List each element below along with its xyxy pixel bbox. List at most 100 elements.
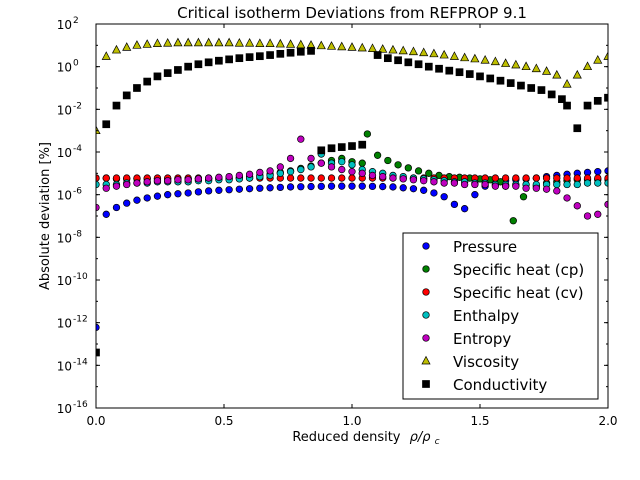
x-axis-label-math: ρ/ρ [410, 430, 432, 445]
data-point [471, 180, 479, 189]
y-tick-exponent: -14 [73, 357, 88, 367]
data-point [553, 174, 561, 182]
data-point [224, 37, 234, 47]
data-point [506, 79, 515, 87]
data-point [388, 44, 398, 54]
y-tick-exponent: -6 [73, 187, 82, 197]
data-point [440, 193, 448, 201]
data-point [174, 190, 182, 198]
data-point [357, 42, 367, 52]
data-point [265, 38, 275, 47]
data-point [414, 167, 423, 175]
series-conductivity [96, 47, 608, 357]
data-point [327, 182, 336, 190]
legend-marker [422, 265, 430, 273]
data-point [286, 174, 295, 182]
data-point [572, 69, 582, 79]
data-point [409, 185, 418, 193]
x-axis-label: Reduced density ρ/ρ c [292, 430, 439, 447]
data-point [430, 178, 438, 186]
data-point [317, 182, 325, 191]
data-point [384, 156, 392, 165]
data-point [255, 38, 265, 47]
data-point [245, 38, 255, 47]
data-point [164, 191, 172, 199]
data-point [96, 180, 100, 189]
data-point [286, 48, 295, 57]
data-point [604, 200, 608, 209]
series-viscosity [96, 37, 608, 135]
data-point [399, 184, 407, 192]
data-point [174, 176, 182, 184]
data-point [132, 40, 142, 49]
data-point [327, 144, 336, 153]
data-point [358, 182, 366, 190]
data-point [542, 185, 551, 193]
data-point [363, 130, 372, 138]
data-point [307, 182, 315, 191]
data-point [367, 43, 378, 52]
data-point [573, 174, 581, 182]
data-point [204, 58, 213, 67]
legend-label: Entropy [453, 330, 511, 348]
data-point [234, 38, 244, 47]
data-point [153, 192, 162, 200]
data-point [296, 39, 306, 49]
data-point [285, 39, 296, 48]
data-point [583, 101, 592, 110]
data-point [276, 183, 284, 192]
data-point [255, 52, 264, 61]
data-point [593, 96, 602, 105]
data-point [235, 171, 244, 180]
data-point [102, 184, 110, 192]
data-point [583, 179, 592, 187]
data-point [214, 37, 224, 47]
y-tick-exponent: -10 [73, 272, 88, 282]
data-point [275, 38, 285, 48]
data-point [582, 61, 593, 71]
data-point [163, 38, 173, 47]
data-point [501, 174, 510, 182]
data-point [123, 199, 131, 207]
data-point [297, 135, 305, 143]
y-tick-label: 10 [57, 189, 72, 203]
data-point [215, 186, 223, 194]
data-point [501, 182, 510, 190]
data-point [573, 180, 581, 189]
data-point [153, 72, 162, 81]
data-point [173, 37, 183, 47]
data-point [408, 46, 419, 56]
legend-label: Pressure [453, 238, 517, 256]
data-point [439, 49, 449, 59]
data-point [449, 51, 459, 60]
data-point [143, 77, 152, 86]
data-point [327, 174, 336, 182]
data-point [460, 180, 469, 189]
data-point [215, 173, 223, 181]
data-point [558, 95, 566, 104]
data-point [112, 182, 121, 190]
data-point [490, 56, 500, 66]
y-tick-exponent: -16 [73, 400, 88, 410]
data-point [296, 47, 305, 56]
data-point [348, 167, 356, 176]
data-point [368, 182, 377, 191]
data-point [316, 40, 326, 50]
data-point [338, 165, 346, 174]
data-point [184, 62, 193, 71]
y-tick-label: 10 [57, 61, 72, 75]
data-point [521, 61, 531, 71]
data-point [307, 163, 315, 171]
data-point [389, 174, 397, 182]
data-point [225, 55, 233, 64]
data-point [532, 184, 540, 192]
data-point [389, 183, 397, 191]
data-point [286, 167, 295, 176]
data-point [225, 186, 233, 194]
data-point [112, 101, 121, 110]
data-point [276, 163, 284, 171]
chart-title: Critical isotherm Deviations from REFPRO… [177, 4, 527, 22]
data-point [562, 78, 572, 88]
